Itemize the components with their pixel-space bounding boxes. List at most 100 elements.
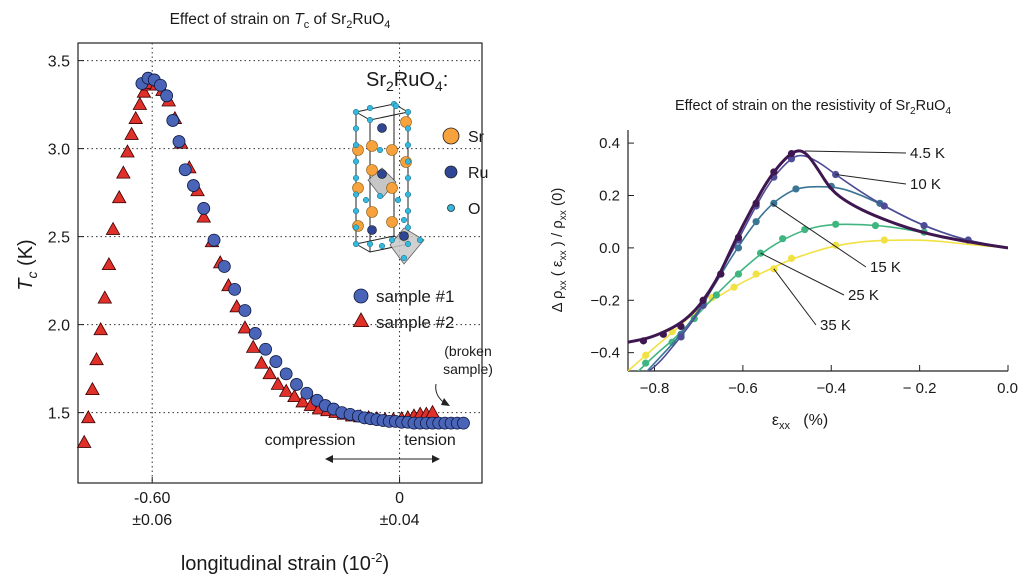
sample-2-marker xyxy=(132,96,148,110)
right-x-tick-label: 0.0 xyxy=(997,380,1018,397)
marker-35-k xyxy=(880,236,888,244)
atom-sr xyxy=(366,164,378,176)
atom-o xyxy=(404,191,412,198)
marker-10-k xyxy=(832,170,840,179)
atom-o xyxy=(400,254,408,262)
marker-35-k xyxy=(832,241,840,249)
marker-25-k xyxy=(734,270,743,278)
marker-25-k xyxy=(712,291,720,299)
sample-2-marker xyxy=(93,322,109,336)
atom-o xyxy=(388,236,396,244)
marker-25-k xyxy=(779,235,787,243)
crystal-structure-illustration xyxy=(352,100,425,265)
sample-1-marker xyxy=(207,233,221,247)
broken-sample-arrowhead xyxy=(441,398,450,406)
curve-label: 15 K xyxy=(870,259,901,276)
marker-4-5-k xyxy=(639,337,648,345)
left-y-tick-label: 2.0 xyxy=(48,318,70,335)
sample-2-marker xyxy=(89,351,104,366)
atom-o xyxy=(400,216,408,224)
atom-legend-label-sr: Sr xyxy=(468,129,485,146)
sample-2-marker xyxy=(295,394,311,408)
sample-2-marker xyxy=(270,376,286,390)
marker-4-5-k xyxy=(734,233,743,242)
atom-ru xyxy=(367,225,377,235)
curve-35-k xyxy=(628,239,1008,371)
sample-2-marker xyxy=(278,383,294,397)
sample-1-marker xyxy=(178,163,192,177)
atom-o xyxy=(404,240,412,248)
atom-o xyxy=(366,240,374,248)
left-y-tick-label: 3.0 xyxy=(48,142,70,159)
sample-2-marker xyxy=(116,165,131,179)
right-x-tick-label: − 0.2 xyxy=(903,380,937,397)
marker-25-k xyxy=(832,220,840,228)
atom-sr xyxy=(352,182,364,194)
atom-o xyxy=(404,207,412,215)
atom-sr xyxy=(366,206,378,218)
atom-legend: Sr Ru O xyxy=(442,127,488,218)
right-x-tick-label: −0.6 xyxy=(728,380,758,397)
right-curves xyxy=(628,149,1008,371)
atom-o xyxy=(352,125,360,132)
atom-legend-marker-sr xyxy=(442,127,460,145)
sample-2-marker xyxy=(101,256,117,271)
atom-o xyxy=(394,196,402,204)
sample-2-marker xyxy=(80,410,96,424)
atom-o xyxy=(352,158,360,165)
sample-1-marker xyxy=(279,367,293,381)
crystal-top-face xyxy=(354,103,410,121)
left-x-tick-label: 0 xyxy=(395,490,404,507)
sample-1-marker xyxy=(217,260,231,273)
atom-sr xyxy=(400,116,412,128)
left-chart-title: Effect of strain on Tc of Sr2RuO4 xyxy=(170,11,391,31)
right-curve-labels: 4.5 K 10 K 15 K 25 K 35 K xyxy=(760,145,945,334)
curve-label: 35 K xyxy=(820,317,851,334)
left-x-ticks: -0.60 ±0.06 0 ±0.04 xyxy=(132,477,420,529)
curve-15-k xyxy=(646,185,1008,371)
sample-2-marker xyxy=(124,126,139,140)
curve-label: 10 K xyxy=(910,176,941,193)
atom-sr xyxy=(386,182,398,194)
atom-ru xyxy=(377,123,387,133)
right-y-tick-label: 0.4 xyxy=(599,135,620,152)
annotation-tension: tension xyxy=(404,432,456,449)
marker-25-k xyxy=(801,225,809,234)
sample-1-marker xyxy=(187,179,200,192)
atom-o xyxy=(352,108,360,116)
left-legend: sample #1 sample #2 xyxy=(352,287,454,332)
marker-15-k xyxy=(734,244,743,252)
atom-o xyxy=(362,196,370,204)
marker-35-k xyxy=(787,254,796,262)
atom-o xyxy=(404,108,412,116)
marker-4-5-k xyxy=(770,168,778,176)
sample-1-marker xyxy=(197,202,211,215)
right-x-axis-label: εxx (%) xyxy=(772,412,828,432)
marker-10-k xyxy=(920,222,928,230)
left-y-tick-label: 2.5 xyxy=(48,230,70,247)
marker-4-5-k xyxy=(752,199,760,207)
right-y-tick-label: −0.2 xyxy=(590,292,620,309)
marker-4-5-k xyxy=(787,149,796,158)
sample-1-marker xyxy=(228,282,242,296)
left-y-tick-label: 3.5 xyxy=(48,54,70,71)
sample-2-marker xyxy=(262,366,278,380)
right-y-axis-label: Δ ρxx ( εxx ) / ρxx (0) xyxy=(549,188,569,313)
marker-15-k xyxy=(752,218,760,226)
resistivity-strain-chart: Effect of strain on the resistivity of S… xyxy=(549,98,1018,432)
curve-label-leader xyxy=(760,252,845,296)
sample-1-marker xyxy=(166,114,180,127)
curve-10-k xyxy=(647,154,1008,371)
atom-legend-label-ru: Ru xyxy=(468,165,488,182)
marker-4-5-k xyxy=(677,322,685,331)
atom-o xyxy=(404,174,412,182)
sample-2-marker xyxy=(85,381,100,396)
sample-1-marker xyxy=(259,342,272,356)
right-y-tick-label: 0.0 xyxy=(599,240,620,257)
curve-label-leader xyxy=(804,150,907,154)
curve-label-leader xyxy=(771,202,867,268)
sample-1-marker xyxy=(290,378,303,391)
legend-sample-2-marker xyxy=(352,312,370,328)
sample-1-marker xyxy=(160,89,174,103)
structure-label: Sr2RuO4: xyxy=(366,69,448,94)
